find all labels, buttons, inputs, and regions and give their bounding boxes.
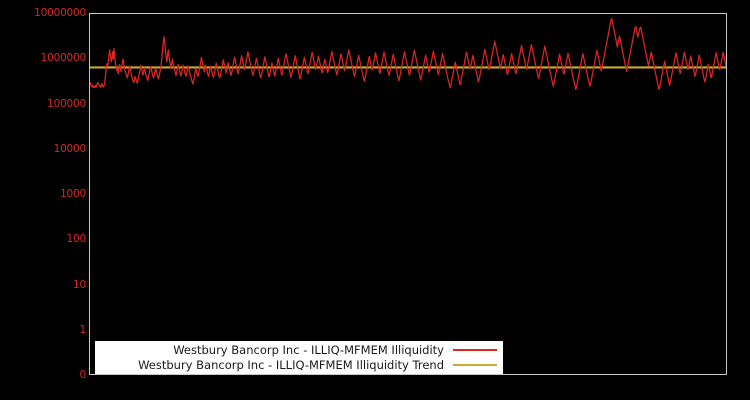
series-illiquidity-line (90, 17, 726, 91)
y-axis-tick-label: 10000000 (34, 7, 86, 19)
y-axis-tick-label: 1000000 (40, 52, 87, 65)
plot-area (89, 13, 727, 375)
y-axis: 10000000 1000000 100000 10000 1000 100 10 1 0 (0, 0, 86, 400)
plot-svg (90, 17, 726, 91)
legend-entry-trend: Westbury Bancorp Inc - ILLIQ-MFMEM Illiq… (95, 358, 499, 373)
chart-legend: Westbury Bancorp Inc - ILLIQ-MFMEM Illiq… (95, 341, 503, 374)
y-axis-tick-label: 0 (79, 369, 87, 381)
y-axis-tick-label: 100000 (47, 97, 86, 110)
legend-label-trend: Westbury Bancorp Inc - ILLIQ-MFMEM Illiq… (138, 357, 444, 372)
y-axis-tick-label: 1 (79, 323, 87, 336)
legend-entry-illiquidity: Westbury Bancorp Inc - ILLIQ-MFMEM Illiq… (95, 343, 499, 358)
legend-label-illiquidity: Westbury Bancorp Inc - ILLIQ-MFMEM Illiq… (173, 342, 444, 357)
y-axis-tick-label: 100 (66, 233, 87, 246)
y-axis-tick-label: 10 (73, 278, 86, 291)
legend-swatch-illiquidity (453, 345, 497, 356)
y-axis-tick-label: 10000 (53, 142, 87, 155)
y-axis-tick-label: 1000 (60, 188, 86, 200)
legend-swatch-trend (453, 360, 497, 371)
